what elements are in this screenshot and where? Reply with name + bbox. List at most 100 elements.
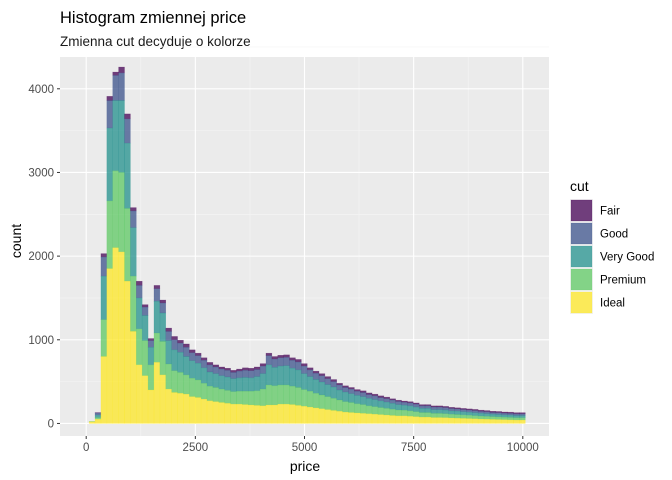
bar-segment-ideal <box>141 375 149 424</box>
bar-segment-ideal <box>354 412 361 424</box>
bar-segment-premium <box>118 172 125 253</box>
bar-segment-good <box>212 366 220 374</box>
bar-segment-very-good <box>248 377 255 392</box>
bar-segment-very-good <box>218 375 225 390</box>
bar-segment-very-good <box>365 398 373 407</box>
bar-segment-ideal <box>271 404 279 424</box>
bar-segment-good <box>460 409 467 412</box>
bar-segment-very-good <box>430 409 438 414</box>
bar-segment-fair <box>230 370 237 373</box>
bar-segment-ideal <box>377 414 385 424</box>
bar-segment-premium <box>371 406 379 415</box>
bar-segment-very-good <box>318 381 326 396</box>
bar-segment-premium <box>230 391 237 405</box>
bar-segment-ideal <box>312 407 320 424</box>
bar-segment-premium <box>489 416 497 420</box>
bar-segment-premium <box>483 416 491 420</box>
bar-segment-premium <box>354 403 361 414</box>
bar-segment-good <box>171 339 178 351</box>
bar-segment-very-good <box>189 360 196 379</box>
bar-segment-premium <box>159 341 167 376</box>
bar-segment-ideal <box>330 410 337 424</box>
bar-segment-good <box>230 372 237 379</box>
bar-segment-fair <box>112 71 119 76</box>
bar-segment-fair <box>242 367 249 371</box>
bar-segment-ideal <box>159 374 167 424</box>
bar-segment-ideal <box>177 393 184 424</box>
bar-segment-very-good <box>112 100 119 172</box>
bar-segment-very-good <box>442 409 449 414</box>
bar-segment-premium <box>136 328 143 366</box>
bar-segment-premium <box>289 385 296 405</box>
bar-segment-good <box>418 405 426 409</box>
bar-segment-good <box>336 384 343 391</box>
bar-segment-ideal <box>318 408 326 424</box>
bar-segment-premium <box>301 389 308 407</box>
bar-segment-fair <box>348 387 355 390</box>
bar-segment-premium <box>360 404 367 414</box>
bar-segment-very-good <box>401 404 408 411</box>
bar-segment-premium <box>112 170 119 249</box>
bar-segment-very-good <box>271 367 279 387</box>
bar-segment-fair <box>194 352 202 356</box>
bar-segment-very-good <box>253 376 261 392</box>
bar-segment-ideal <box>507 419 514 424</box>
bar-segment-good <box>147 340 155 348</box>
bar-segment-ideal <box>495 419 502 424</box>
bar-segment-very-good <box>206 371 214 387</box>
bar-segment-good <box>124 118 131 144</box>
bar-segment-very-good <box>507 414 514 418</box>
legend-swatch-ideal <box>570 291 593 314</box>
y-tick-label: 2000 <box>28 251 54 263</box>
bar-segment-fair <box>147 338 155 341</box>
bar-segment-good <box>236 370 243 379</box>
bar-segment-premium <box>389 408 396 416</box>
bar-segment-ideal <box>389 415 396 424</box>
bar-segment-very-good <box>424 408 432 413</box>
bar-segment-fair <box>200 357 208 361</box>
bar-segment-good <box>389 399 396 404</box>
bar-segment-premium <box>130 275 137 332</box>
bar-segment-good <box>318 375 326 383</box>
bar-segment-premium <box>336 399 343 412</box>
bar-segment-ideal <box>206 400 214 424</box>
bar-segment-good <box>301 365 308 374</box>
legend-label: Good <box>600 229 628 241</box>
bar-segment-good <box>436 406 444 410</box>
bar-segment-premium <box>165 363 172 390</box>
bar-segment-good <box>277 357 284 367</box>
bar-segment-fair <box>306 367 314 371</box>
bar-segment-very-good <box>242 377 249 392</box>
bar-segment-good <box>189 352 196 361</box>
bar-segment-good <box>242 370 249 378</box>
bar-segment-premium <box>141 340 149 377</box>
bar-segment-very-good <box>354 395 361 405</box>
bar-segment-good <box>106 100 113 129</box>
bar-segment-ideal <box>489 419 497 424</box>
bar-segment-good <box>265 355 273 366</box>
bar-segment-good <box>177 342 184 353</box>
bar-segment-ideal <box>100 356 108 424</box>
bar-segment-fair <box>324 376 332 379</box>
legend-label: Premium <box>600 275 646 287</box>
bar-segment-fair <box>177 339 184 344</box>
bar-segment-ideal <box>112 247 119 424</box>
bar-segment-very-good <box>283 365 290 386</box>
y-axis-title: count <box>8 224 24 258</box>
bar-segment-good <box>442 407 449 411</box>
bar-segment-ideal <box>342 411 349 424</box>
bar-segment-ideal <box>88 421 96 424</box>
bar-segment-ideal <box>306 406 314 424</box>
bar-segment-premium <box>218 388 225 403</box>
bar-segment-premium <box>147 364 155 391</box>
bar-segment-ideal <box>301 406 308 424</box>
bar-segment-ideal <box>118 251 125 424</box>
bar-segment-ideal <box>253 405 261 424</box>
bar-segment-fair <box>141 304 149 308</box>
bar-segment-fair <box>130 207 137 212</box>
bar-segment-good <box>165 331 172 341</box>
bar-segment-very-good <box>330 386 337 399</box>
bar-segment-good <box>330 381 337 388</box>
bar-segment-fair <box>271 356 279 360</box>
bar-segment-fair <box>312 370 320 374</box>
